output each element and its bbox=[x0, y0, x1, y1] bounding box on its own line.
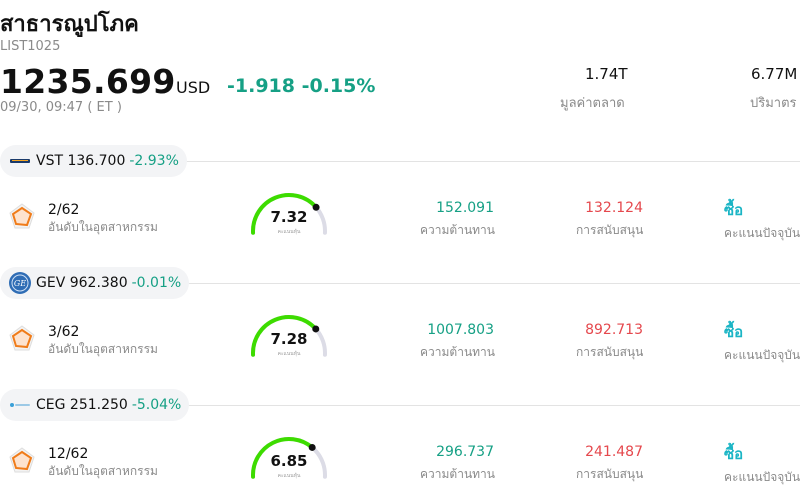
volume-label: ปริมาตร bbox=[750, 96, 797, 111]
support-value: 892.713 bbox=[585, 322, 643, 338]
currency-label: USD bbox=[176, 78, 211, 97]
stock-change: -5.04% bbox=[131, 397, 182, 413]
market-cap-value: 1.74T bbox=[585, 65, 628, 83]
stock-pill[interactable]: GE GEV 962.380 -0.01% bbox=[0, 267, 190, 299]
support-label: การสนับสนุน bbox=[576, 467, 644, 481]
score-gauge bbox=[251, 315, 327, 357]
price-change: -1.918 -0.15% bbox=[227, 75, 376, 97]
resistance-label: ความต้านทาน bbox=[420, 223, 495, 237]
volume-value: 6.77M bbox=[751, 65, 798, 83]
support-value: 132.124 bbox=[585, 200, 643, 216]
divider bbox=[180, 405, 800, 406]
stock-symbol-price: VST 136.700 bbox=[36, 153, 126, 169]
svg-text:GE: GE bbox=[14, 279, 26, 288]
resistance-value: 296.737 bbox=[436, 444, 494, 460]
stock-pill[interactable]: CEG 251.250 -5.04% bbox=[0, 389, 190, 421]
industry-rank-label: อันดับในอุตสาหกรรม bbox=[48, 464, 158, 478]
industry-rank: 12/62 bbox=[48, 446, 89, 462]
stock-section: CEG 251.250 -5.04% 12/62 อันดับในอุตสาหก… bbox=[0, 389, 800, 499]
stock-pill[interactable]: VST 136.700 -2.93% bbox=[0, 145, 187, 177]
support-label: การสนับสนุน bbox=[576, 345, 644, 359]
rating-label: คะแนนปัจจุบัน bbox=[724, 470, 800, 484]
pentagon-rank-icon bbox=[9, 447, 35, 473]
industry-rank: 2/62 bbox=[48, 202, 80, 218]
stock-score-label: คะแนนหุ้น bbox=[277, 351, 301, 357]
stock-section: VST 136.700 -2.93% 2/62 อันดับในอุตสาหกร… bbox=[0, 145, 800, 255]
page-title: สาธารณูปโภค bbox=[0, 12, 139, 37]
stock-section: GE GEV 962.380 -0.01% 3/62 อันดับในอุตสา… bbox=[0, 267, 800, 377]
divider bbox=[180, 283, 800, 284]
industry-rank-label: อันดับในอุตสาหกรรม bbox=[48, 342, 158, 356]
stock-score: 6.85 bbox=[270, 452, 308, 470]
stock-symbol-price: CEG 251.250 bbox=[36, 397, 128, 413]
pentagon-rank-icon bbox=[9, 325, 35, 351]
stock-score-label: คะแนนหุ้น bbox=[277, 473, 301, 479]
resistance-value: 1007.803 bbox=[427, 322, 494, 338]
ge-logo-icon: GE bbox=[8, 271, 32, 295]
divider bbox=[180, 161, 800, 162]
stock-symbol-price: GEV 962.380 bbox=[36, 275, 128, 291]
support-label: การสนับสนุน bbox=[576, 223, 644, 237]
market-cap-label: มูลค่าตลาด bbox=[560, 96, 625, 111]
stock-change: -2.93% bbox=[129, 153, 179, 169]
index-price: 1235.699 bbox=[0, 62, 176, 101]
vistra-logo-icon bbox=[8, 149, 32, 173]
stock-change: -0.01% bbox=[131, 275, 182, 291]
rating-label: คะแนนปัจจุบัน bbox=[724, 226, 800, 240]
score-gauge bbox=[251, 193, 327, 235]
resistance-label: ความต้านทาน bbox=[420, 467, 495, 481]
rating-buy[interactable]: ซื้อ bbox=[724, 445, 744, 463]
resistance-value: 152.091 bbox=[436, 200, 494, 216]
stock-score: 7.28 bbox=[270, 330, 308, 348]
stock-score: 7.32 bbox=[270, 208, 308, 226]
industry-rank: 3/62 bbox=[48, 324, 80, 340]
industry-rank-label: อันดับในอุตสาหกรรม bbox=[48, 220, 158, 234]
rating-buy[interactable]: ซื้อ bbox=[724, 323, 744, 341]
support-value: 241.487 bbox=[585, 444, 643, 460]
timestamp: 09/30, 09:47 ( ET ) bbox=[0, 100, 122, 115]
pentagon-rank-icon bbox=[9, 203, 35, 229]
stock-score-label: คะแนนหุ้น bbox=[277, 229, 301, 235]
rating-label: คะแนนปัจจุบัน bbox=[724, 348, 800, 362]
score-gauge bbox=[251, 437, 327, 479]
list-code: LIST1025 bbox=[0, 39, 61, 54]
rating-buy[interactable]: ซื้อ bbox=[724, 201, 744, 219]
resistance-label: ความต้านทาน bbox=[420, 345, 495, 359]
constellation-logo-icon bbox=[8, 393, 32, 417]
